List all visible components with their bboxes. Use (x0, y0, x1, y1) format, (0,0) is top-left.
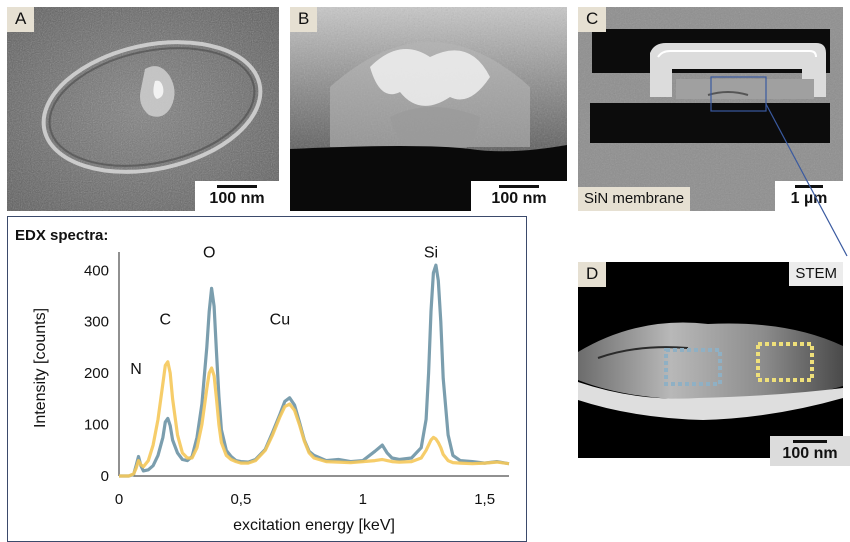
chart-xlabel: excitation energy [keV] (233, 517, 395, 534)
panel-b-scale-label: 100 nm (491, 190, 547, 207)
panel-a-scalebar: 100 nm (195, 181, 279, 211)
panel-d-caption: STEM (789, 262, 843, 286)
y-tick-label: 0 (101, 468, 109, 485)
panel-c-scalebar-line (795, 185, 823, 188)
panel-a-scale-label: 100 nm (209, 190, 265, 207)
y-tick-label: 300 (84, 314, 109, 331)
x-tick-label: 1,5 (474, 491, 495, 508)
panel-a-letter: A (7, 7, 35, 32)
panel-d-scalebar: 100 nm (770, 436, 850, 466)
peak-label: Cu (270, 311, 290, 328)
y-tick-label: 100 (84, 417, 109, 434)
panel-b-image (290, 7, 567, 211)
x-tick-label: 0,5 (230, 491, 251, 508)
panel-d: D STEM (578, 262, 843, 458)
edx-chart-svg: EDX spectra: 0 100 200 300 400 0 0,5 1 1,5 N C O Cu… (7, 216, 527, 542)
panel-b-scalebar: 100 nm (471, 181, 567, 211)
panel-d-image (578, 262, 843, 458)
panel-b-scalebar-line (499, 185, 539, 188)
panel-c-caption: SiN membrane (578, 187, 691, 211)
peak-label: C (160, 311, 172, 328)
chart-axes: 0 100 200 300 400 0 0,5 1 1,5 (84, 252, 509, 508)
edx-chart: EDX spectra: 0 100 200 300 400 0 0,5 1 1,5 N C O Cu… (7, 216, 527, 542)
chart-title: EDX spectra: (15, 227, 108, 244)
x-tick-label: 1 (359, 491, 367, 508)
peak-label: Si (424, 244, 438, 261)
panel-b-letter: B (290, 7, 318, 32)
series-line-2 (119, 360, 510, 478)
x-tick-label: 0 (115, 491, 123, 508)
chart-series-layer (119, 263, 510, 478)
panel-a-scalebar-line (217, 185, 257, 188)
chart-annotations: N C O Cu Si (130, 244, 438, 378)
panel-a: A 100 nm (7, 7, 279, 211)
peak-label: N (130, 361, 142, 378)
panel-c-letter: C (578, 7, 607, 32)
panel-b: B 100 nm (290, 7, 567, 211)
chart-ylabel: Intensity [counts] (32, 308, 49, 428)
y-tick-label: 200 (84, 365, 109, 382)
peak-label: O (203, 244, 215, 261)
panel-c: C SiN membrane 1 µm (578, 7, 843, 211)
y-tick-label: 400 (84, 262, 109, 279)
panel-d-letter: D (578, 262, 607, 287)
panel-a-image (7, 7, 279, 211)
chart-frame (7, 216, 527, 542)
panel-c-image (578, 7, 843, 211)
panel-d-scale-label: 100 nm (782, 445, 838, 462)
panel-d-scalebar-line (793, 440, 827, 443)
